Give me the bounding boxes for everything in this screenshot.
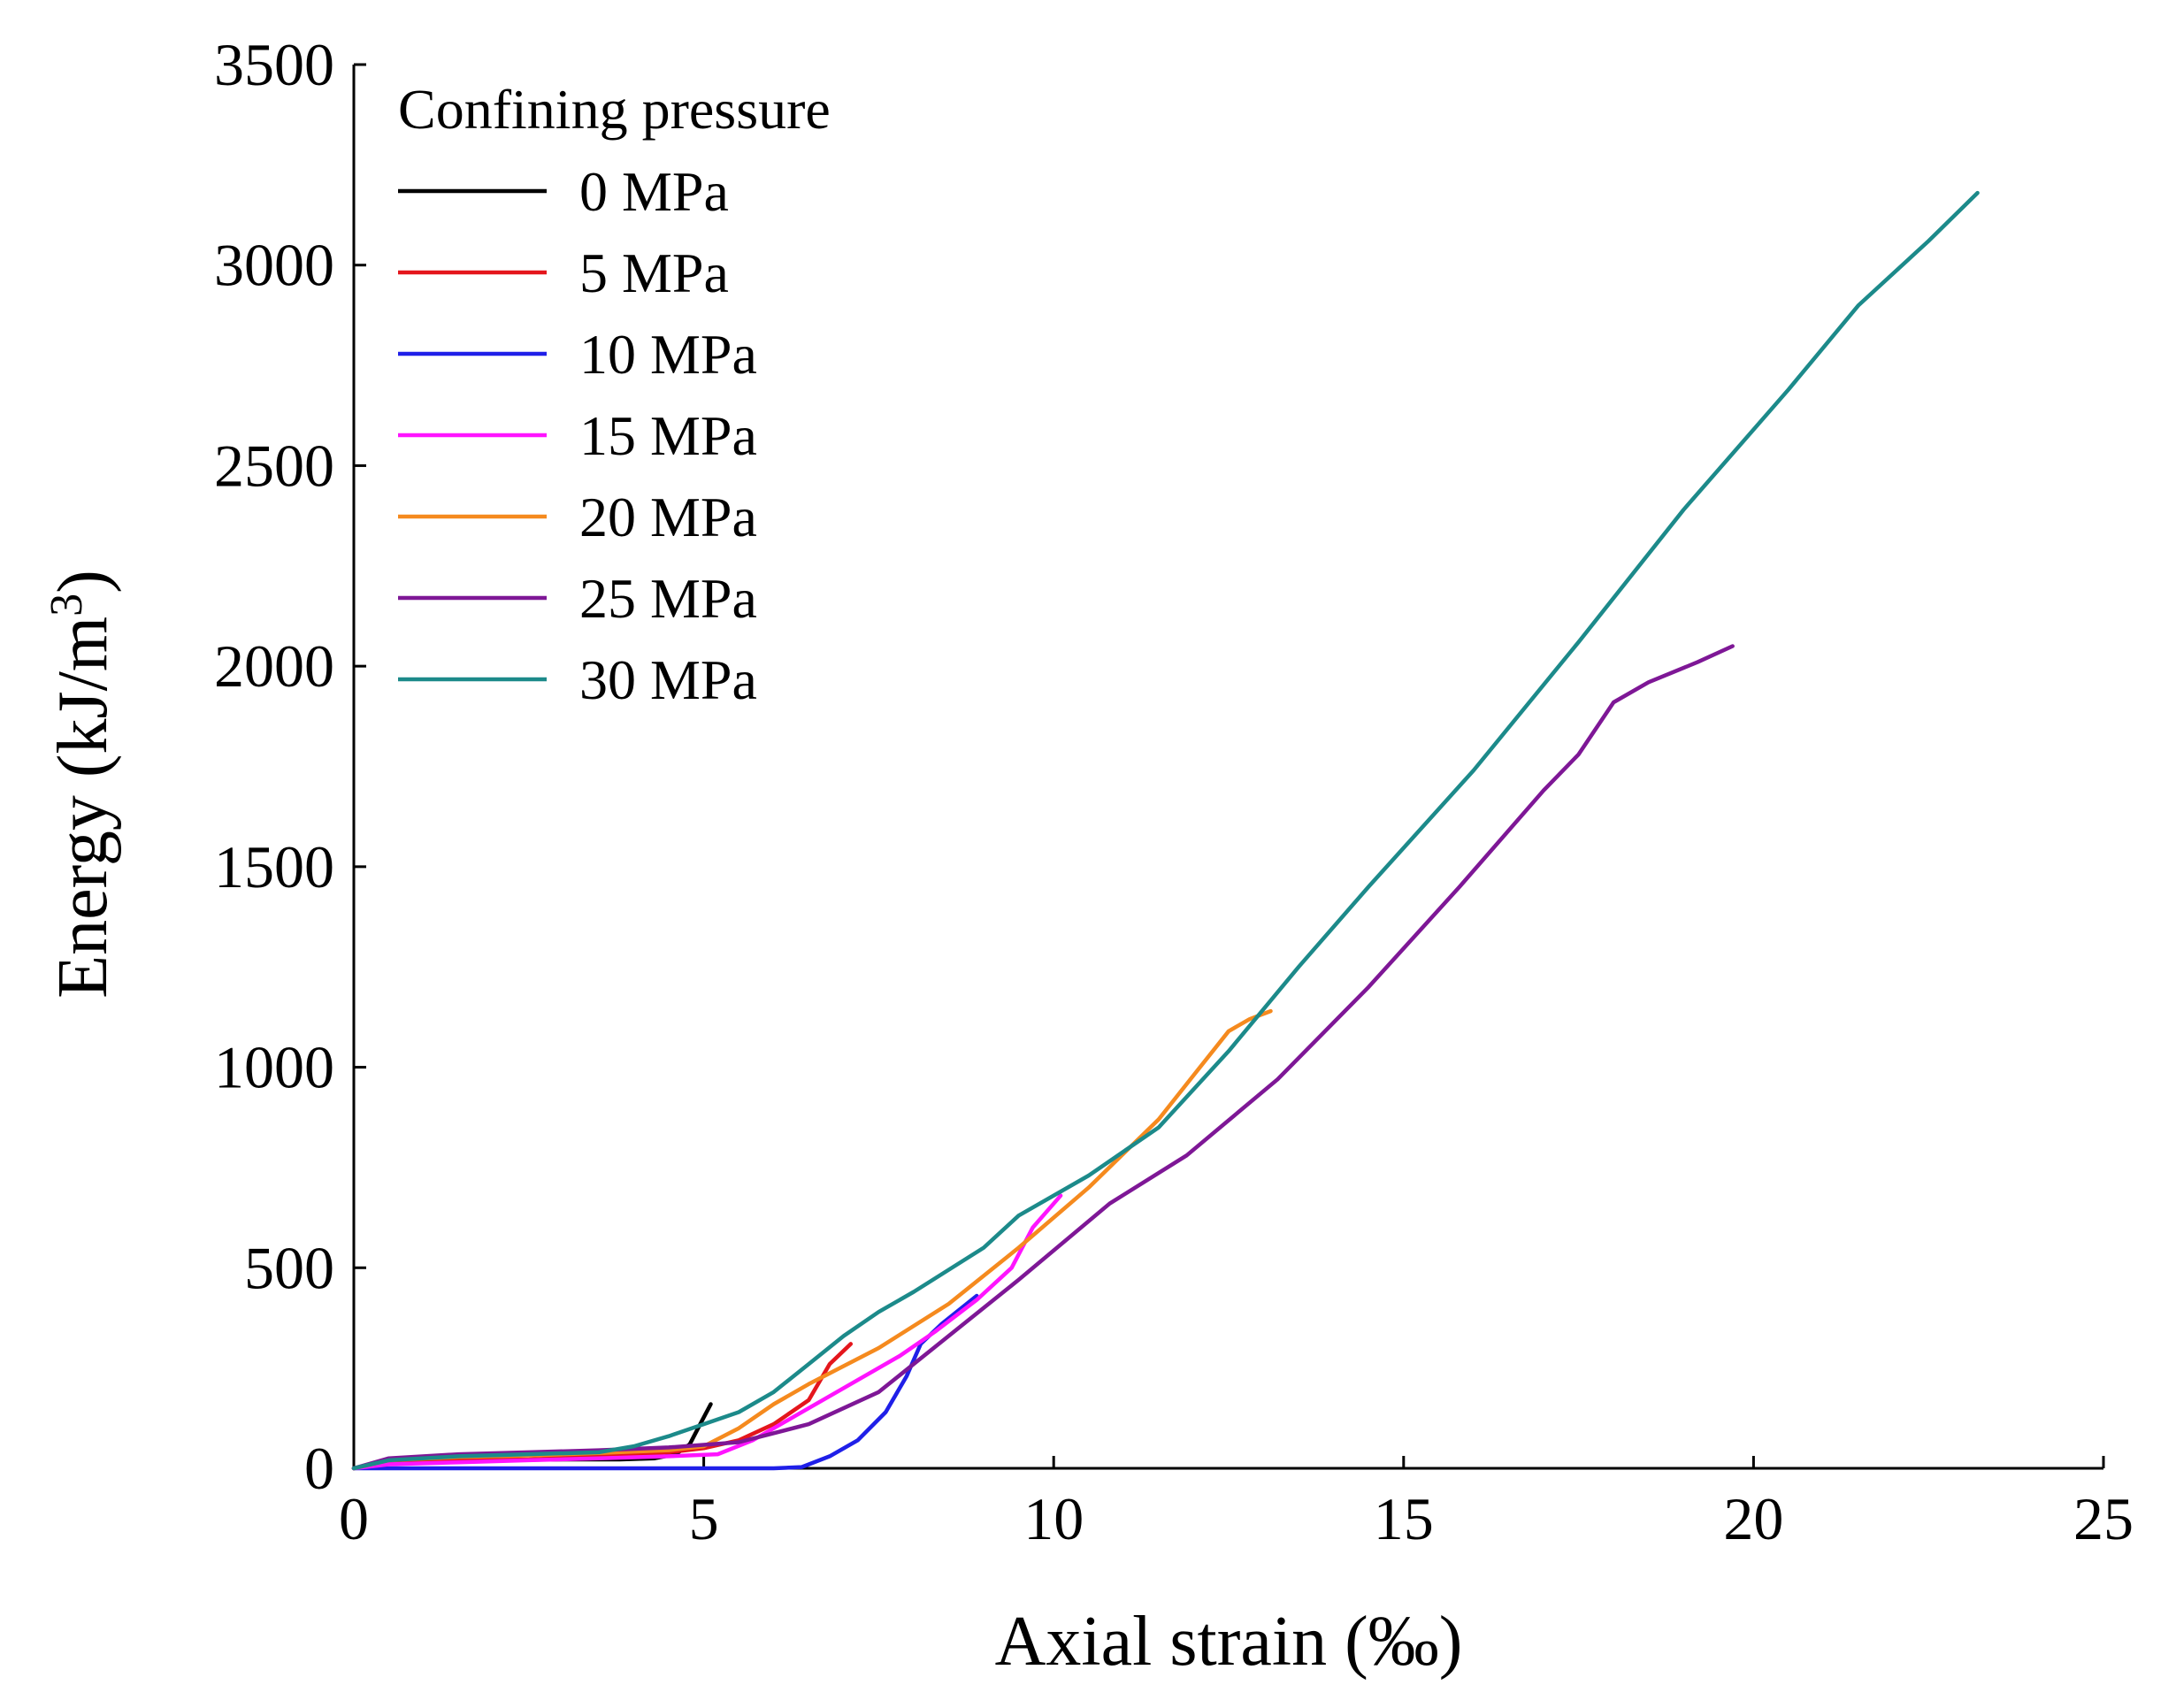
series-line-10-mpa — [351, 1293, 979, 1471]
y-tick-label: 3500 — [214, 31, 334, 98]
y-tick-label: 1500 — [214, 833, 334, 900]
legend-label: 0 MPa — [579, 160, 729, 223]
x-tick-label: 15 — [1374, 1485, 1434, 1552]
legend-label: 15 MPa — [579, 404, 757, 467]
series-group — [351, 190, 1980, 1471]
y-axis-title-close: ) — [44, 570, 122, 594]
x-tick-label: 0 — [339, 1485, 369, 1552]
legend-entries: 0 MPa 5 MPa 10 MPa 15 MPa 20 MPa 25 MPa 30 MPa — [398, 160, 757, 711]
y-axis-title-main: Energy (kJ/m — [44, 617, 122, 999]
series-line-20-mpa — [351, 1008, 1273, 1471]
series-line-25-mpa — [351, 644, 1735, 1471]
y-tick-label: 2000 — [214, 632, 334, 700]
y-tick-label: 0 — [304, 1435, 334, 1502]
x-tick-label: 25 — [2073, 1485, 2134, 1552]
y-axis-title: Energy (kJ/m3) — [42, 570, 123, 998]
legend-label: 25 MPa — [579, 567, 757, 630]
x-tick-label: 20 — [1723, 1485, 1783, 1552]
y-tick-label: 1000 — [214, 1034, 334, 1101]
legend-label: 20 MPa — [579, 486, 757, 548]
legend-title: Confining pressure — [398, 78, 831, 141]
y-ticks: 0 500 1000 1500 2000 2500 3000 3500 — [214, 31, 366, 1502]
y-tick-label: 3000 — [214, 232, 334, 299]
legend-label: 10 MPa — [579, 323, 757, 386]
series-line-30-mpa — [351, 190, 1980, 1471]
x-tick-label: 5 — [689, 1485, 719, 1552]
legend: Confining pressure 0 MPa 5 MPa 10 MPa 15 MP… — [398, 78, 831, 711]
y-tick-label: 500 — [244, 1234, 334, 1301]
legend-label: 5 MPa — [579, 241, 729, 304]
x-tick-label: 10 — [1023, 1485, 1084, 1552]
y-axis-title-sup: 3 — [42, 594, 92, 617]
x-ticks: 0 5 10 15 20 25 — [339, 1456, 2134, 1552]
y-tick-label: 2500 — [214, 432, 334, 499]
series-line-15-mpa — [351, 1193, 1063, 1471]
x-axis-title: Axial strain (‰) — [995, 1603, 1463, 1681]
legend-label: 30 MPa — [579, 648, 757, 711]
